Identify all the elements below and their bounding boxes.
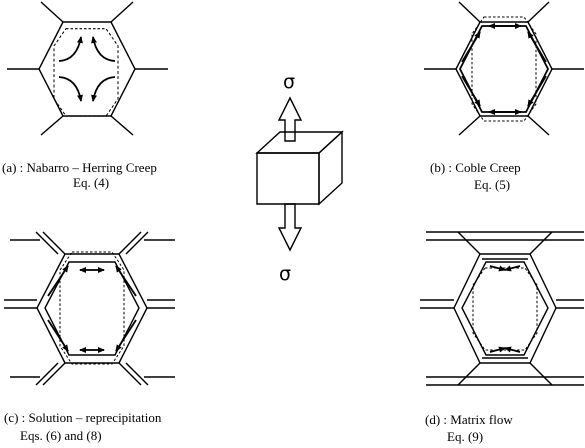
caption-a-line2: Eq. (4) [73, 175, 109, 190]
cube-front-face [256, 152, 320, 205]
panel-b-grain-diagram [424, 1, 584, 136]
caption-c-line2: Eqs. (6) and (8) [20, 428, 102, 443]
caption-b-line2: Eq. (5) [474, 177, 510, 192]
panel-a-grain-diagram [7, 1, 168, 136]
tension-arrow-down-icon [277, 203, 303, 252]
caption-a-line1: (a) : Nabarro – Herring Creep [2, 160, 157, 175]
stressed-cube-diagram [255, 96, 344, 252]
caption-c-line1: (c) : Solution – reprecipitation [4, 410, 162, 425]
caption-d-line2: Eq. (9) [447, 429, 483, 444]
tension-arrow-up-icon [277, 96, 303, 142]
stress-symbol-bottom: σ [279, 263, 291, 285]
caption-d-line1: (d) : Matrix flow [425, 412, 513, 427]
panel-c-grain-diagram [4, 231, 175, 386]
panel-d-grain-diagram [420, 231, 584, 386]
caption-b-line1: (b) : Coble Creep [430, 160, 521, 175]
stress-symbol-top: σ [283, 71, 295, 93]
